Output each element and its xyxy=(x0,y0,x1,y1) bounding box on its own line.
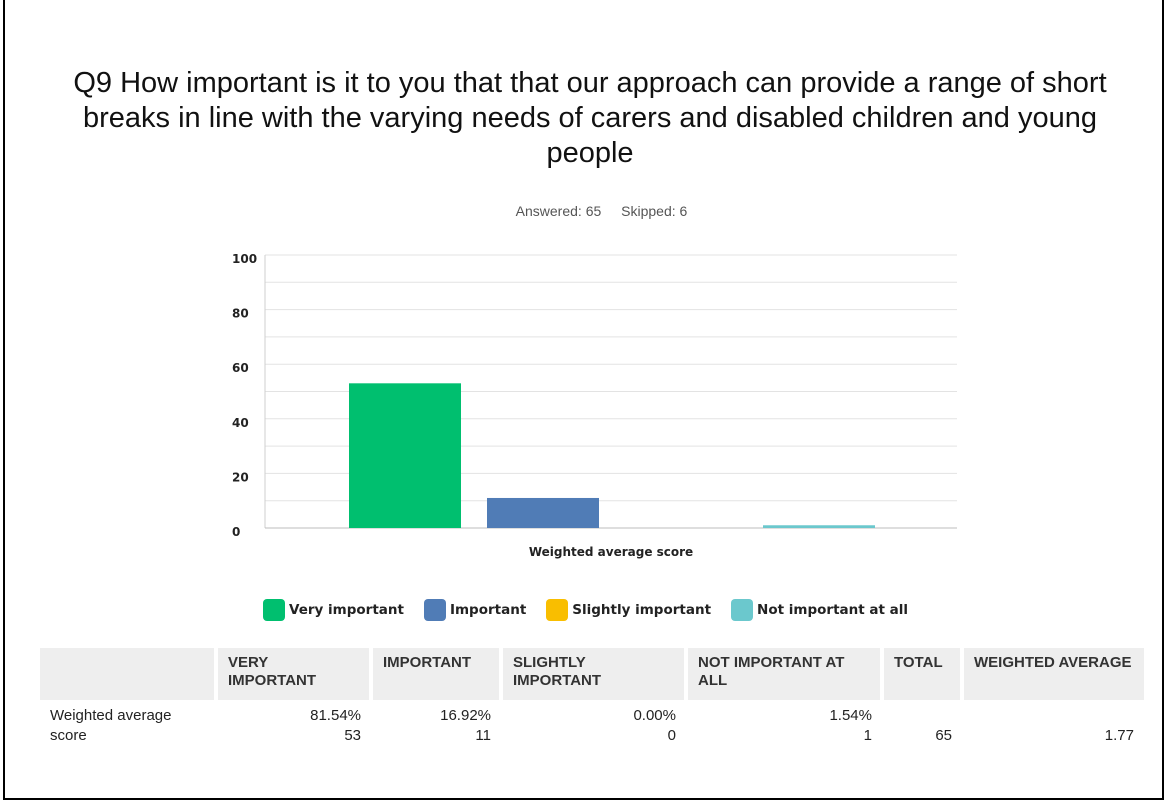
legend-item-slightly-important[interactable]: Slightly important xyxy=(546,599,711,621)
page-frame xyxy=(3,0,1164,800)
header-weighted-average: WEIGHTED AVERAGE xyxy=(962,648,1144,700)
response-summary: Answered: 65 Skipped: 6 xyxy=(0,203,1170,219)
y-tick-label: 60 xyxy=(232,361,249,375)
row-label: Weighted average score xyxy=(50,707,172,744)
percent-value: 1.54% xyxy=(829,707,872,724)
cell-not-important: 1.54% 1 xyxy=(686,700,882,746)
count-value: 1 xyxy=(863,727,872,744)
weighted-average-value: 1.77 xyxy=(1104,727,1134,744)
y-tick-label: 100 xyxy=(232,252,257,266)
legend-item-not-important[interactable]: Not important at all xyxy=(731,599,908,621)
legend-item-very-important[interactable]: Very important xyxy=(263,599,404,621)
skipped-count: Skipped: 6 xyxy=(621,203,688,219)
legend-item-important[interactable]: Important xyxy=(423,599,527,621)
table-row: Weighted average score 81.54% 53 16.92% … xyxy=(40,700,1144,746)
answered-count: Answered: 65 xyxy=(515,203,602,219)
chart-legend: Very important Important Slightly import… xyxy=(263,598,928,622)
header-cell-empty xyxy=(40,648,218,700)
y-tick-label: 20 xyxy=(232,470,249,484)
bar-very-important xyxy=(349,383,461,528)
cell-total: 65 xyxy=(882,700,962,746)
percent-value: 0.00% xyxy=(633,707,676,724)
legend-label: Very important xyxy=(289,602,404,618)
table-header-row: VERY IMPORTANT IMPORTANT SLIGHTLY IMPORT… xyxy=(40,648,1144,700)
header-very-important: VERY IMPORTANT xyxy=(216,648,373,700)
y-tick-label: 40 xyxy=(232,416,249,430)
header-total: TOTAL xyxy=(882,648,964,700)
count-value: 11 xyxy=(475,727,491,744)
percent-value: 16.92% xyxy=(440,707,491,724)
y-tick-label: 80 xyxy=(232,307,249,321)
legend-swatch xyxy=(423,599,446,621)
question-title: Q9 How important is it to you that that … xyxy=(73,67,1107,169)
cell-very-important: 81.54% 53 xyxy=(216,700,371,746)
cell-weighted-average: 1.77 xyxy=(962,700,1144,746)
total-value: 65 xyxy=(935,727,952,744)
bar-chart: 0 20 40 60 80 100 Weighted average score xyxy=(232,252,957,559)
cell-slightly-important: 0.00% 0 xyxy=(501,700,686,746)
legend-label: Slightly important xyxy=(572,602,712,618)
y-tick-label: 0 xyxy=(232,525,240,539)
results-table: VERY IMPORTANT IMPORTANT SLIGHTLY IMPORT… xyxy=(40,648,1144,746)
percent-value: 81.54% xyxy=(310,707,361,724)
legend-swatch xyxy=(263,599,285,621)
legend-label: Important xyxy=(449,602,527,618)
legend-swatch xyxy=(731,599,754,621)
legend-label: Not important at all xyxy=(757,602,909,618)
header-slightly-important: SLIGHTLY IMPORTANT xyxy=(501,648,688,700)
x-axis-label: Weighted average score xyxy=(529,545,693,559)
header-important: IMPORTANT xyxy=(371,648,503,700)
bar-important xyxy=(487,497,599,528)
count-value: 0 xyxy=(667,727,676,744)
legend-swatch xyxy=(546,599,569,621)
cell-important: 16.92% 11 xyxy=(371,700,501,746)
bar-not-important-at-all xyxy=(763,525,875,528)
header-not-important: NOT IMPORTANT AT ALL xyxy=(686,648,884,700)
count-value: 53 xyxy=(344,727,361,744)
